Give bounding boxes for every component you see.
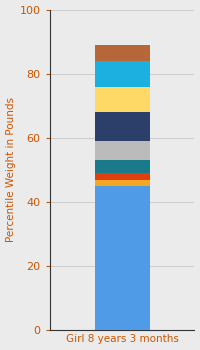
Bar	[95, 173, 150, 180]
Bar	[95, 112, 150, 141]
Bar	[95, 141, 150, 160]
Bar	[95, 160, 150, 173]
Bar	[95, 186, 150, 330]
Bar	[95, 86, 150, 112]
Bar	[95, 180, 150, 186]
Y-axis label: Percentile Weight in Pounds: Percentile Weight in Pounds	[6, 97, 16, 243]
Bar	[95, 45, 150, 61]
Bar	[95, 61, 150, 86]
